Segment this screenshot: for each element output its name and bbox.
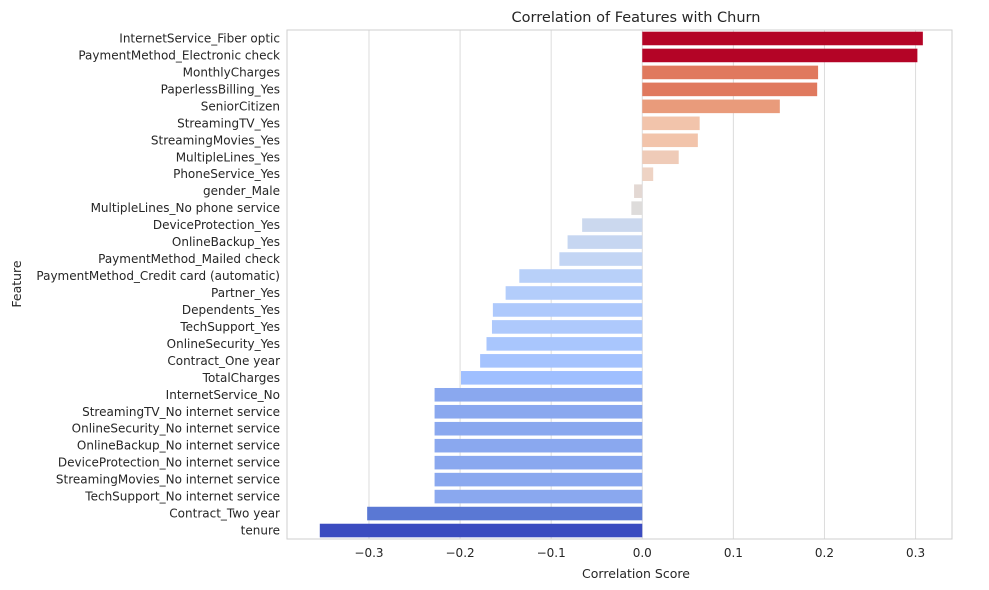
bar [434,404,643,419]
y-category-label: MultipleLines_Yes [176,150,280,164]
x-tick-label: 0.1 [724,546,743,560]
y-category-label: InternetService_Fiber optic [119,31,280,45]
y-category-label: MultipleLines_No phone service [91,201,280,215]
bar [434,438,643,453]
y-category-label: TotalCharges [202,371,280,385]
y-category-label: gender_Male [203,184,280,198]
grid-lines [368,30,917,539]
x-tick-label: −0.3 [354,546,383,560]
y-category-label: DeviceProtection_Yes [153,218,280,232]
y-category-label: StreamingMovies_No internet service [56,473,280,487]
y-category-label: OnlineBackup_No internet service [77,439,280,453]
x-axis-label: Correlation Score [582,566,690,581]
bar [642,48,918,63]
y-category-label: PaymentMethod_Mailed check [98,252,280,266]
y-category-label: PaperlessBilling_Yes [161,82,280,96]
x-tick-label: 0.2 [815,546,834,560]
y-category-label: MonthlyCharges [183,65,280,79]
bar [434,489,643,504]
bar [519,269,643,283]
bar [434,421,643,436]
bar [642,167,654,182]
bar [642,133,698,148]
y-category-label: Contract_One year [167,354,280,368]
x-tick-labels: −0.3 −0.2 −0.1 0.0 0.1 0.2 0.3 [354,546,925,560]
bar [434,455,643,470]
bar [434,472,643,487]
y-category-label: InternetService_No [166,388,280,402]
bar [505,286,643,300]
chart-title: Correlation of Features with Churn [512,10,761,26]
plot-frame [286,29,953,540]
bar [642,116,700,131]
y-category-labels: InternetService_Fiber optic PaymentMethod… [36,31,280,537]
x-tick-label: 0.3 [906,546,925,560]
bar [319,523,643,538]
bar [492,303,643,317]
y-category-label: PaymentMethod_Credit card (automatic) [36,269,280,283]
bar [631,201,643,215]
bar [486,337,643,351]
y-category-label: PaymentMethod_Electronic check [78,48,280,62]
bar [367,506,643,521]
y-category-label: Dependents_Yes [182,303,280,317]
bar [460,371,643,385]
y-category-label: TechSupport_No internet service [84,490,280,504]
y-category-label: StreamingTV_Yes [177,116,280,130]
y-category-label: StreamingMovies_Yes [151,133,280,147]
bar [642,31,923,46]
y-category-label: TechSupport_Yes [179,320,280,334]
x-tick-label: −0.2 [446,546,475,560]
x-tick-label: −0.1 [537,546,566,560]
bar [480,354,643,368]
y-category-label: OnlineSecurity_Yes [167,337,280,351]
bar [491,320,643,334]
y-category-label: PhoneService_Yes [173,167,280,181]
y-category-label: tenure [241,524,280,538]
y-category-label: DeviceProtection_No internet service [58,456,280,470]
bar [642,99,780,114]
bar [634,184,643,198]
y-category-label: OnlineSecurity_No internet service [72,422,280,436]
y-category-label: Contract_Two year [169,507,280,521]
bar [559,252,643,266]
y-category-label: StreamingTV_No internet service [82,405,280,419]
y-category-label: Partner_Yes [211,286,280,300]
bar [642,82,818,97]
bar [642,150,679,165]
x-tick-label: 0.0 [633,546,652,560]
bars [319,31,923,538]
bar [642,65,819,80]
bar [434,387,643,402]
bar [582,218,643,232]
y-axis-label: Feature [9,260,24,308]
y-category-label: SeniorCitizen [201,99,280,113]
y-category-label: OnlineBackup_Yes [172,235,280,249]
bar [567,235,643,249]
